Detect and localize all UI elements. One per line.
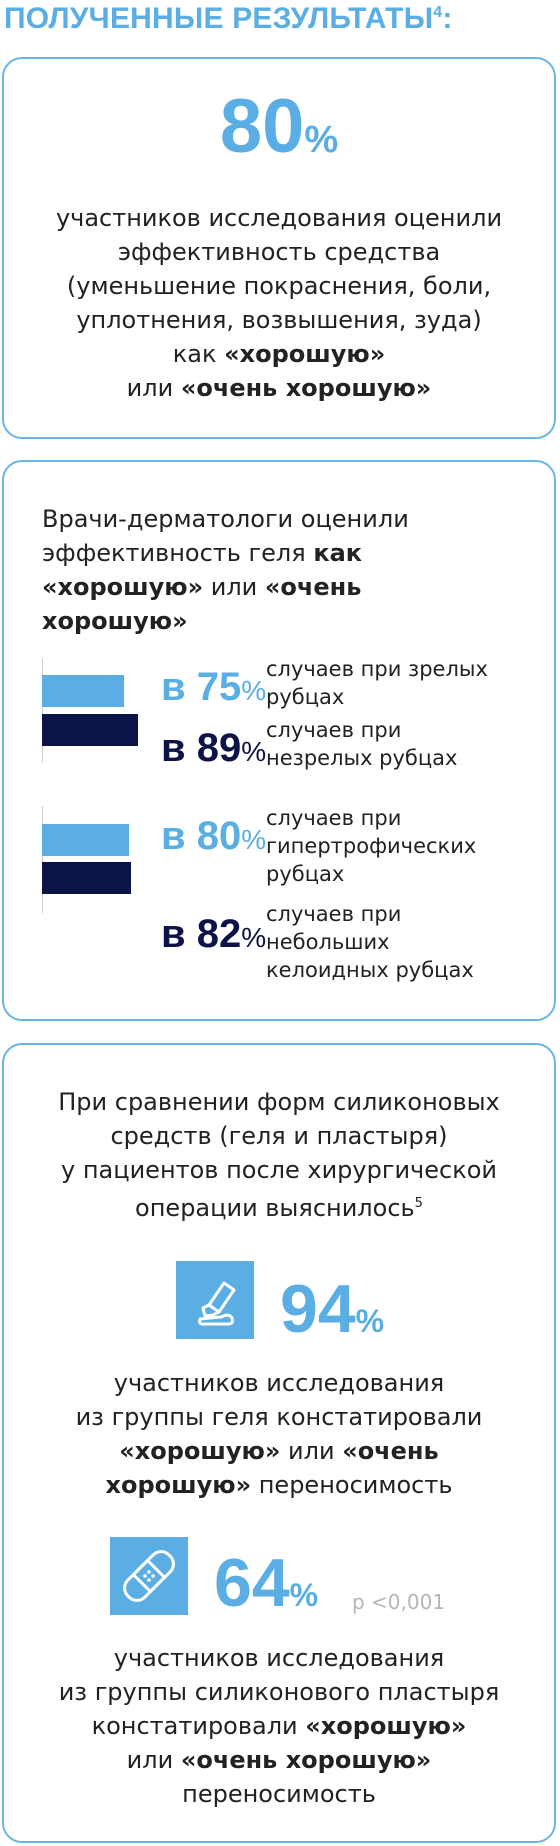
footnote-ref: 4 <box>433 4 443 21</box>
results-card-comparison: При сравнении форм силиконовых средств (… <box>2 1043 556 1843</box>
patch-description: участников исследования из группы силико… <box>58 1644 500 1808</box>
gel-description: участников исследования из группы геля к… <box>75 1369 483 1499</box>
stat-immature-scars: в 89% <box>161 726 267 770</box>
results-card-dermatologists: Врачи-дерматологи оценили эффективность … <box>2 460 556 1021</box>
overall-description: участников исследования оценили эффектив… <box>55 204 503 402</box>
results-card-overall: 80% участников исследования оценили эффе… <box>2 57 556 439</box>
desc-immature-scars: случаев при незрелых рубцах <box>266 718 458 770</box>
gel-tube-icon <box>176 1261 254 1339</box>
page-heading: ПОЛУЧЕННЫЕ РЕЗУЛЬТАТЫ4: <box>4 2 453 35</box>
overall-stat: 80% <box>219 84 339 169</box>
desc-mature-scars: случаев при зрелых рубцах <box>266 657 488 709</box>
stat-mature-scars: в 75% <box>161 665 267 709</box>
patch-stat: 64% <box>214 1545 319 1621</box>
gel-stat: 94% <box>280 1271 385 1347</box>
bar-axis <box>42 658 43 763</box>
desc-keloid-scars: случаев при небольших келоидных рубцах <box>266 902 474 982</box>
bar-immature-scars <box>42 714 138 746</box>
bandage-patch-icon <box>110 1537 188 1615</box>
p-value: p <0,001 <box>352 1590 446 1614</box>
bar-keloid-scars <box>42 862 131 894</box>
stat-keloid-scars: в 82% <box>161 912 267 956</box>
bar-axis <box>42 806 43 913</box>
bar-mature-scars <box>42 675 124 707</box>
stat-hypertrophic-scars: в 80% <box>161 814 267 858</box>
dermatologists-intro: Врачи-дерматологи оценили эффективность … <box>42 505 409 635</box>
desc-hypertrophic-scars: случаев при гипертрофических рубцах <box>266 806 477 886</box>
bar-hypertrophic-scars <box>42 824 129 856</box>
comparison-intro: При сравнении форм силиконовых средств (… <box>58 1088 500 1222</box>
